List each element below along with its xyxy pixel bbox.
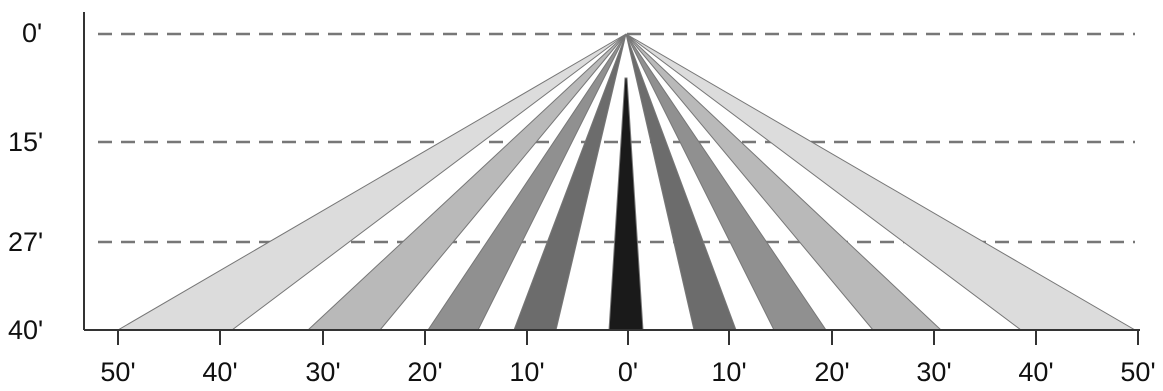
- x-label-left-10: 10': [509, 357, 544, 387]
- x-label-right-30: 30': [916, 357, 951, 387]
- x-label-right-20: 20': [814, 357, 849, 387]
- x-label-left-30: 30': [305, 357, 340, 387]
- axes: [83, 12, 1140, 331]
- x-axis-ticks: [117, 330, 1139, 345]
- y-label-0: 0': [22, 18, 42, 48]
- x-label-right-10: 10': [711, 357, 746, 387]
- y-label-15: 15': [8, 127, 43, 157]
- x-label-right-40: 40': [1018, 357, 1053, 387]
- x-label-left-20: 20': [407, 357, 442, 387]
- beam-center-4: [608, 77, 644, 331]
- y-label-27: 27': [8, 227, 43, 257]
- x-label-left-50: 50': [100, 357, 135, 387]
- y-label-40: 40': [8, 315, 43, 345]
- x-label-right-50: 50': [1120, 357, 1155, 387]
- beam-group: [116, 33, 1137, 331]
- x-label-left-40: 40': [202, 357, 237, 387]
- beam-right-6: [625, 33, 827, 331]
- x-axis-labels: 50' 40' 30' 20' 10' 0' 10' 20' 30' 40' 5…: [100, 357, 1155, 387]
- x-label-center-0: 0': [618, 357, 638, 387]
- beam-left-2: [427, 33, 627, 331]
- y-axis-labels: 0' 15' 27' 40': [8, 18, 43, 345]
